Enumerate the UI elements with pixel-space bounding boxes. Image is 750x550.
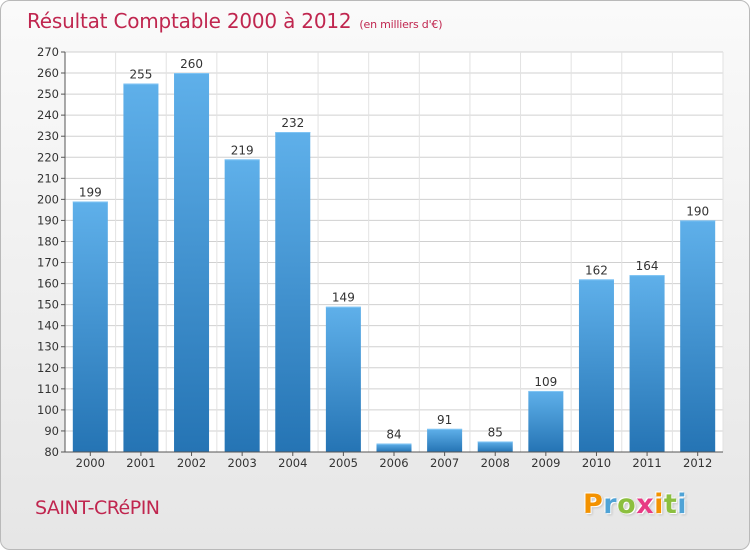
logo-letter: i bbox=[654, 489, 664, 520]
y-tick-label: 80 bbox=[44, 445, 59, 459]
x-tick-label: 2007 bbox=[430, 456, 459, 470]
data-label: 162 bbox=[585, 263, 608, 277]
logo-letter: t bbox=[663, 489, 678, 520]
x-tick-label: 2003 bbox=[228, 456, 257, 470]
y-tick-label: 190 bbox=[37, 213, 59, 227]
proxiti-logo[interactable]: Proxiti bbox=[583, 489, 687, 520]
y-tick-label: 90 bbox=[44, 424, 59, 438]
logo-letter: P bbox=[583, 489, 604, 520]
logo-letter: r bbox=[603, 489, 618, 520]
data-label: 260 bbox=[180, 57, 203, 71]
x-tick-label: 2012 bbox=[683, 456, 712, 470]
data-label: 255 bbox=[129, 68, 152, 82]
y-tick-label: 230 bbox=[37, 129, 59, 143]
data-label: 190 bbox=[686, 204, 709, 218]
bar bbox=[224, 159, 260, 453]
bar bbox=[629, 275, 665, 452]
x-tick-label: 2005 bbox=[329, 456, 358, 470]
chart-title: Résultat Comptable 2000 à 2012 (en millie… bbox=[27, 9, 443, 33]
y-tick-label: 240 bbox=[37, 108, 59, 122]
commune-name: SAINT-CRéPIN bbox=[35, 497, 160, 519]
bar bbox=[376, 443, 412, 452]
x-tick-label: 2002 bbox=[177, 456, 206, 470]
bar bbox=[477, 441, 513, 452]
x-tick-label: 2006 bbox=[379, 456, 408, 470]
y-tick-label: 120 bbox=[37, 361, 59, 375]
x-tick-label: 2011 bbox=[632, 456, 661, 470]
chart-title-main: Résultat Comptable 2000 à 2012 bbox=[27, 9, 352, 33]
bar bbox=[123, 83, 159, 452]
data-label: 199 bbox=[79, 185, 102, 199]
y-tick-label: 180 bbox=[37, 234, 59, 248]
x-tick-label: 2010 bbox=[582, 456, 611, 470]
logo-letter: i bbox=[677, 489, 688, 520]
bar bbox=[680, 220, 716, 452]
data-label: 232 bbox=[281, 116, 304, 130]
x-tick-label: 2000 bbox=[76, 456, 105, 470]
data-label: 109 bbox=[534, 375, 557, 389]
y-tick-label: 270 bbox=[37, 45, 59, 59]
data-label: 149 bbox=[332, 291, 355, 305]
y-tick-label: 110 bbox=[37, 382, 59, 396]
bar bbox=[275, 132, 311, 452]
logo-letter: x bbox=[636, 489, 655, 520]
x-axis: 2000 2001 2002 2003 2004 2005 2006 2007 2008 2009… bbox=[65, 451, 723, 470]
y-tick-label: 210 bbox=[37, 171, 59, 185]
logo-letter: o bbox=[617, 489, 637, 520]
bar bbox=[325, 306, 361, 452]
grid-lines bbox=[64, 51, 724, 453]
bar bbox=[72, 201, 108, 452]
y-tick-label: 100 bbox=[37, 403, 59, 417]
data-label: 164 bbox=[636, 259, 659, 273]
data-label: 219 bbox=[231, 143, 254, 157]
bar bbox=[528, 390, 564, 452]
y-tick-label: 250 bbox=[37, 87, 59, 101]
y-tick-label: 160 bbox=[37, 277, 59, 291]
data-label: 84 bbox=[386, 428, 401, 442]
y-tick-label: 200 bbox=[37, 192, 59, 206]
y-tick-label: 170 bbox=[37, 256, 59, 270]
bars: 199 255 260 219 232 149 84 91 85 109 162 164 190 bbox=[72, 57, 716, 453]
y-tick-label: 130 bbox=[37, 340, 59, 354]
bar bbox=[427, 428, 463, 452]
x-tick-label: 2009 bbox=[531, 456, 560, 470]
y-tick-label: 260 bbox=[37, 66, 59, 80]
data-label: 91 bbox=[437, 413, 452, 427]
y-tick-label: 150 bbox=[37, 298, 59, 312]
bar bbox=[174, 73, 210, 452]
y-tick-label: 140 bbox=[37, 319, 59, 333]
bar bbox=[578, 279, 614, 452]
x-tick-label: 2001 bbox=[126, 456, 155, 470]
plot-area bbox=[65, 52, 723, 452]
x-tick-label: 2008 bbox=[481, 456, 510, 470]
y-axis: 80 90 100 110 120 130 140 150 160 170 180 190 200 210… bbox=[37, 45, 66, 459]
chart-title-unit: (en milliers d'€) bbox=[359, 18, 443, 31]
y-tick-label: 220 bbox=[37, 150, 59, 164]
x-tick-label: 2004 bbox=[278, 456, 307, 470]
data-label: 85 bbox=[488, 425, 503, 439]
